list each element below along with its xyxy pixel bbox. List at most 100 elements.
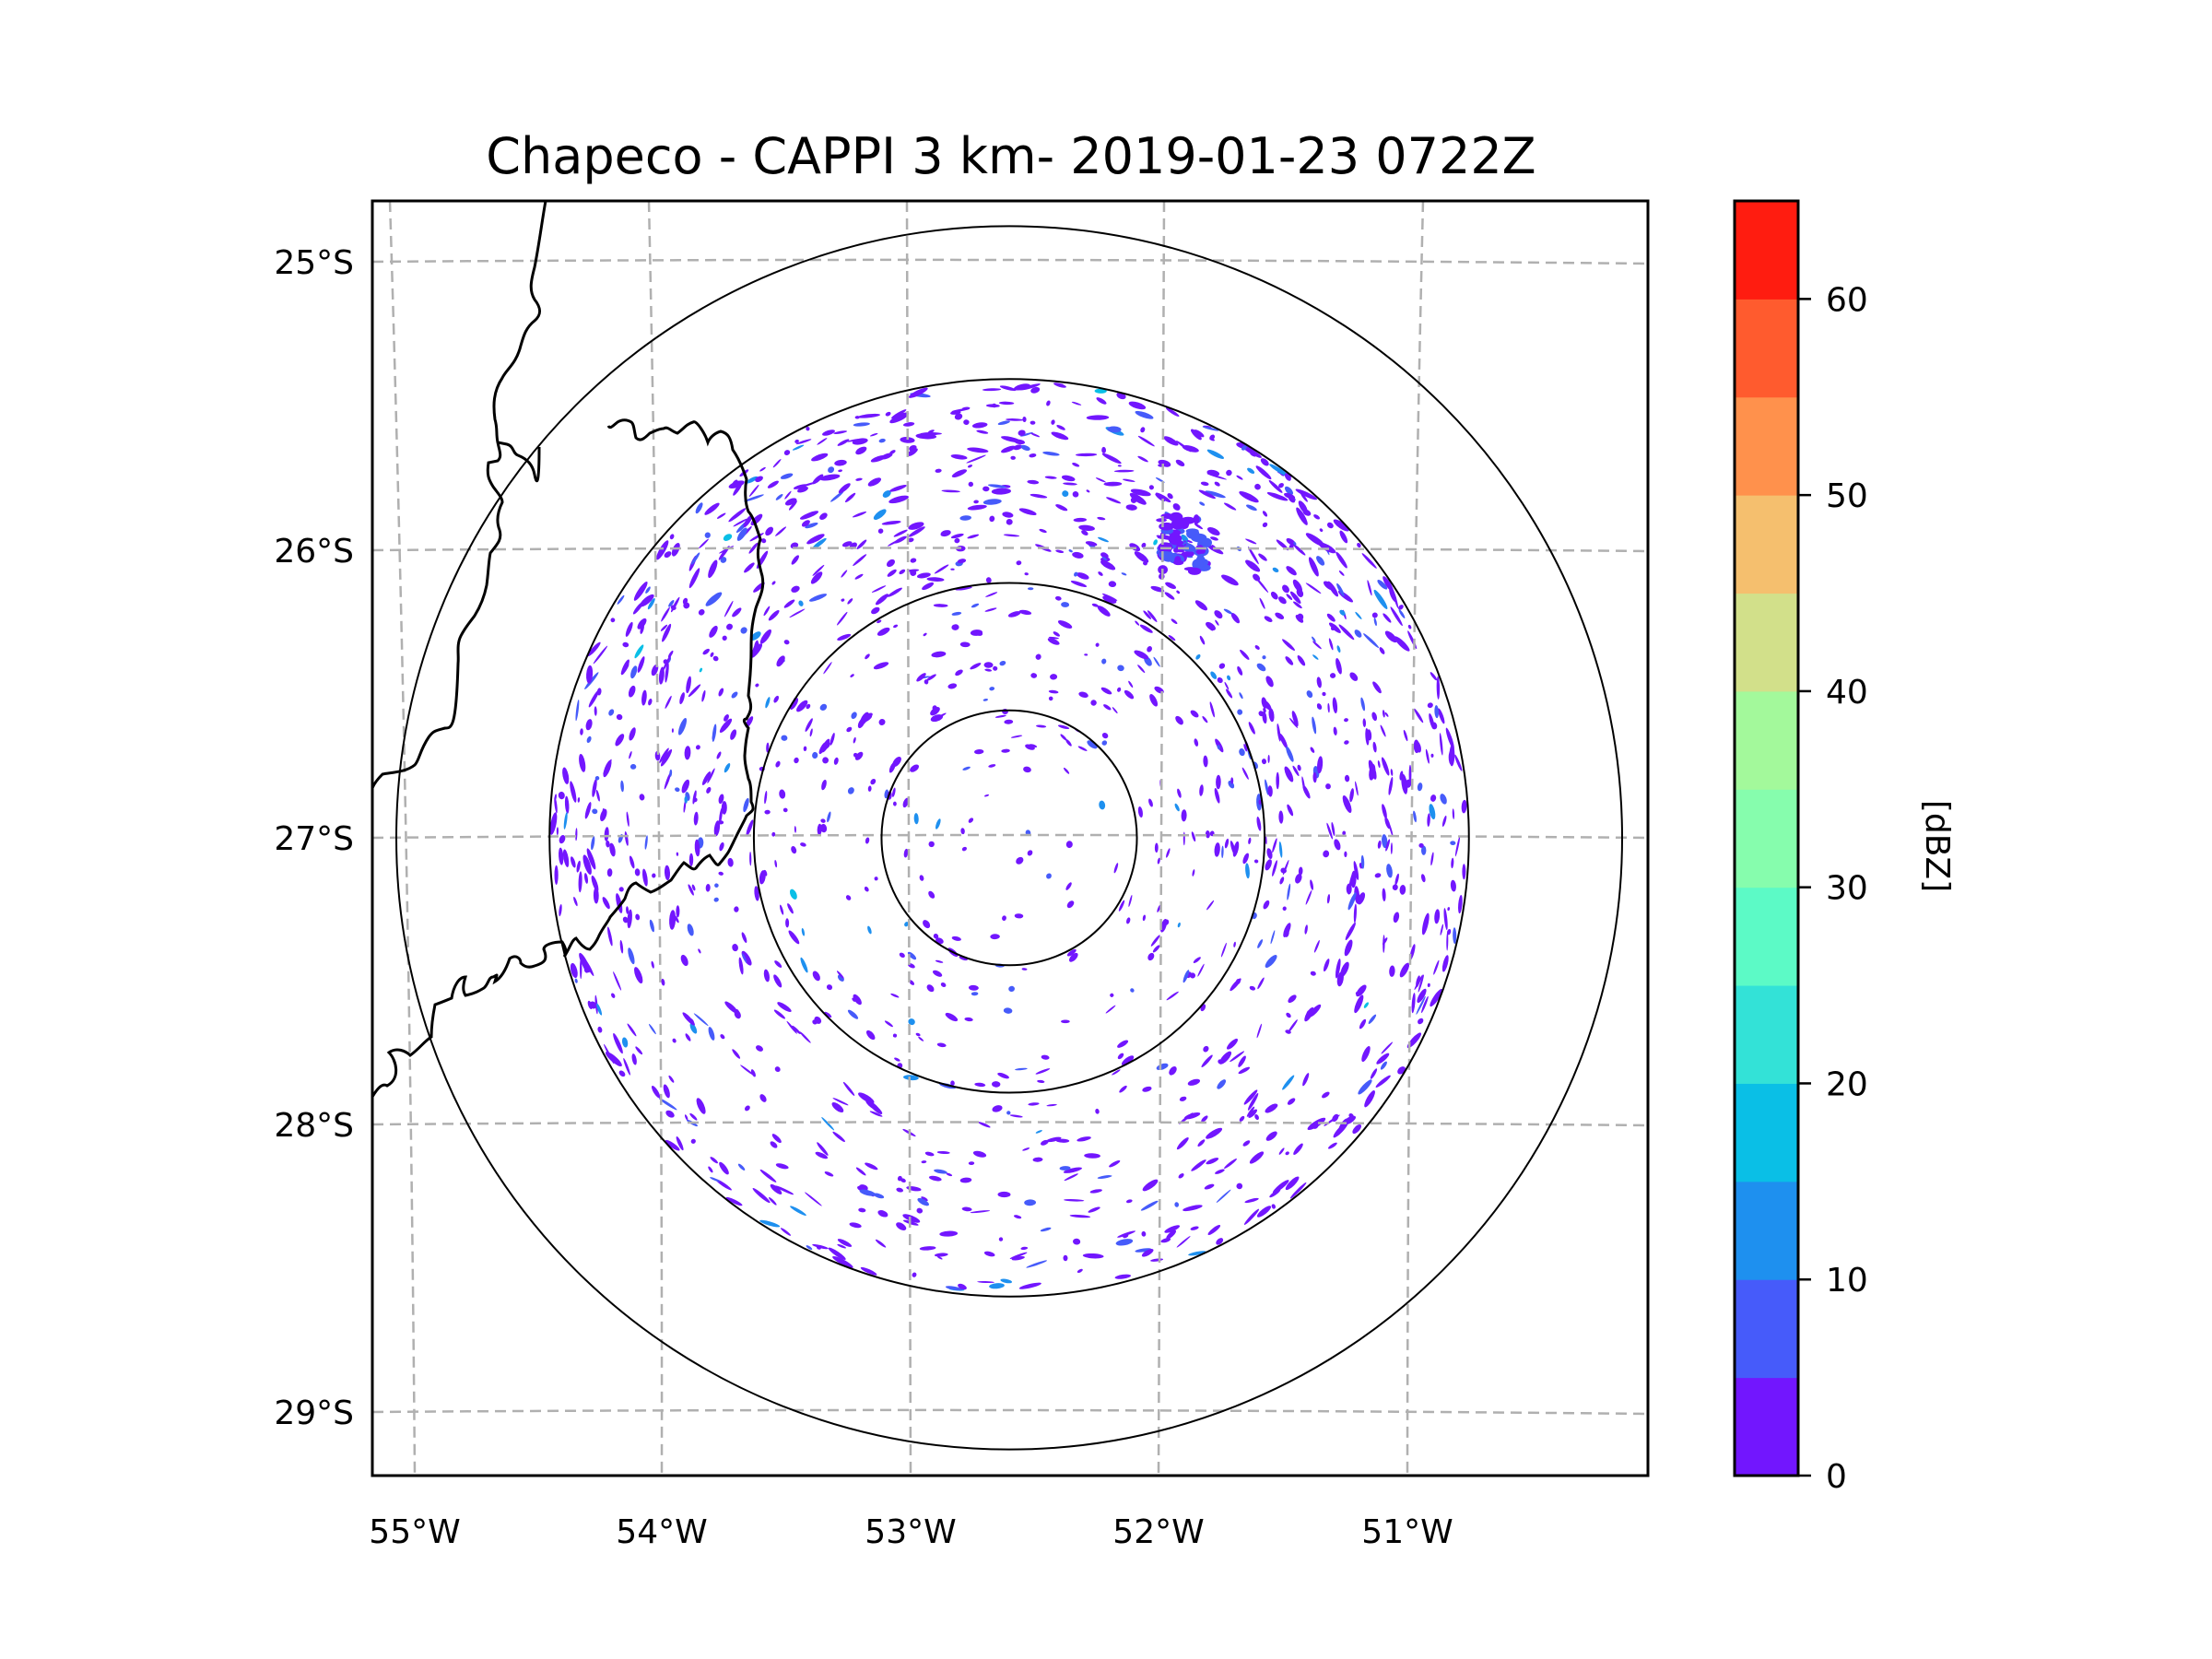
echo-cell <box>1433 959 1440 975</box>
echo-cell <box>649 919 654 933</box>
echo-cell <box>1430 794 1437 802</box>
echo-cell <box>584 802 592 819</box>
echo-cell <box>1060 734 1067 741</box>
echo-cell <box>1062 490 1069 498</box>
echo-cell <box>658 1098 677 1111</box>
echo-cell <box>759 1094 767 1102</box>
echo-cell <box>820 823 828 833</box>
echo-cell <box>1137 435 1155 447</box>
echo-cell <box>1029 453 1037 458</box>
echo-cell <box>704 532 711 538</box>
echo-cell <box>982 499 1002 505</box>
echo-cell <box>1326 522 1334 529</box>
echo-cell <box>628 947 635 965</box>
echo-cell <box>629 751 632 759</box>
echo-cell <box>1382 804 1387 819</box>
echo-cell <box>613 971 622 991</box>
echo-cell <box>1066 900 1075 909</box>
echo-cell <box>1023 766 1031 773</box>
echo-cell <box>1454 754 1463 771</box>
echo-cell <box>750 643 763 658</box>
echo-cell <box>699 667 703 673</box>
echo-cell <box>836 971 844 979</box>
echo-cell <box>1285 656 1294 665</box>
echo-cell <box>634 967 643 984</box>
echo-cell <box>1164 592 1175 600</box>
echo-cell <box>1182 445 1199 453</box>
echo-cell <box>579 754 586 772</box>
y-axis-ticks: 25°S 26°S 27°S 28°S 29°S <box>274 244 354 1432</box>
echo-cell <box>907 951 917 960</box>
echo-cell <box>783 599 795 608</box>
echo-cell <box>748 484 759 497</box>
echo-cell <box>768 610 780 621</box>
echo-cell <box>1430 852 1434 866</box>
echo-cell <box>770 1183 782 1194</box>
echo-cell <box>1230 841 1236 855</box>
echo-cell <box>867 477 882 487</box>
echo-cell <box>1025 744 1035 750</box>
echo-cell <box>684 746 691 760</box>
echo-cell <box>947 683 958 689</box>
echo-cell <box>635 913 641 921</box>
echo-cell <box>577 797 581 803</box>
echo-cell <box>1182 551 1193 557</box>
echo-cell <box>1265 859 1272 871</box>
echo-cell <box>968 481 974 488</box>
echo-cell <box>1177 521 1188 525</box>
echo-cell <box>1018 609 1032 616</box>
echo-cell <box>1072 491 1079 498</box>
echo-cell <box>907 448 918 457</box>
echo-cell <box>1142 914 1147 922</box>
echo-cell <box>950 454 968 460</box>
echo-cell <box>1239 692 1243 700</box>
echo-cell <box>1355 611 1362 619</box>
echo-cell <box>972 1150 987 1158</box>
echo-cell <box>1219 1051 1232 1065</box>
echo-cell <box>923 920 931 929</box>
echo-cell <box>910 558 917 563</box>
echo-cell <box>934 1253 948 1257</box>
echo-cell <box>718 546 735 554</box>
echo-cell <box>1227 675 1231 681</box>
echo-cell <box>1224 1158 1237 1170</box>
echo-cell <box>930 714 944 723</box>
echo-cell <box>652 873 656 878</box>
echo-cell <box>1178 1173 1184 1179</box>
echo-cell <box>1249 985 1256 991</box>
echo-cell <box>1342 795 1352 813</box>
echo-cell <box>1177 788 1182 798</box>
echo-cell <box>1282 584 1289 594</box>
echo-cell <box>664 865 671 881</box>
echo-cell <box>740 627 747 634</box>
echo-cell <box>855 446 867 455</box>
echo-cell <box>733 518 747 527</box>
echo-cell <box>1235 978 1241 984</box>
gridline-lat <box>372 258 1648 265</box>
echo-cell <box>1384 630 1397 643</box>
echo-cell <box>1160 513 1174 519</box>
echo-cell <box>1176 1136 1189 1150</box>
echo-cell <box>1001 748 1010 753</box>
echo-cell <box>1077 572 1089 580</box>
echo-cell <box>651 960 654 969</box>
echo-cell <box>1065 841 1073 849</box>
echo-cell <box>918 1036 924 1041</box>
echo-cell <box>1101 556 1108 561</box>
echo-cell <box>1416 995 1426 1015</box>
echo-cell <box>1153 539 1158 546</box>
echo-cell <box>853 554 867 566</box>
echo-cell <box>1177 922 1181 928</box>
echo-cell <box>869 1103 883 1115</box>
echo-cell <box>1316 677 1322 688</box>
echo-cell <box>1377 840 1382 849</box>
echo-cell <box>917 1197 929 1206</box>
echo-cell <box>772 459 782 468</box>
echo-cell <box>1372 681 1382 694</box>
echo-cell <box>1333 726 1337 735</box>
echo-cell <box>1399 962 1410 978</box>
echo-cell <box>597 1026 603 1033</box>
echo-cell <box>1237 665 1243 676</box>
echo-cell <box>865 1030 876 1041</box>
echo-cell <box>968 818 974 823</box>
